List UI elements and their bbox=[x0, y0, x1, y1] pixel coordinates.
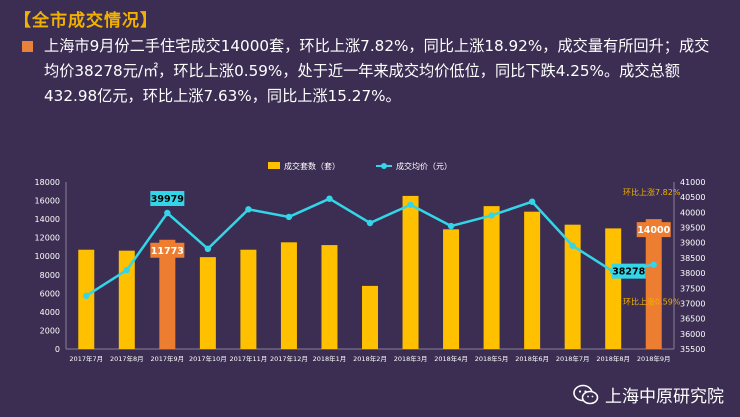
y-right-tick-label: 36000 bbox=[680, 330, 705, 339]
bar bbox=[524, 211, 541, 349]
y-right-tick-label: 37500 bbox=[680, 284, 705, 293]
x-tick-label: 2017年8月 bbox=[110, 354, 144, 363]
bar bbox=[645, 219, 662, 349]
bar bbox=[402, 195, 419, 349]
price-point bbox=[528, 198, 536, 205]
price-point bbox=[204, 245, 212, 252]
price-point bbox=[650, 261, 657, 268]
bar bbox=[280, 242, 297, 349]
price-point bbox=[245, 206, 252, 213]
data-label-text: 39979 bbox=[151, 194, 184, 205]
bar bbox=[362, 285, 378, 349]
x-tick-label: 2017年9月 bbox=[150, 354, 184, 363]
y-right-tick-label: 39000 bbox=[680, 239, 705, 248]
y-right-tick-label: 40000 bbox=[680, 208, 705, 217]
section-title: 【全市成交情况】 bbox=[14, 11, 158, 31]
price-point bbox=[488, 212, 495, 219]
legend-swatch-marker bbox=[381, 163, 387, 169]
data-label-badge bbox=[611, 263, 646, 279]
combo-chart: 0 2000 4000 6000 8000 10000 12000 14000 16000 180… bbox=[35, 161, 706, 363]
y-right-tick-label: 41000 bbox=[680, 178, 705, 187]
y-right-tick-label: 39500 bbox=[680, 224, 705, 233]
x-tick-label: 2017年10月 bbox=[189, 354, 227, 363]
footer-label: 上海中原研究院 bbox=[605, 387, 724, 407]
y-left-tick-label: 10000 bbox=[35, 252, 60, 261]
x-tick-label: 2018年4月 bbox=[434, 354, 468, 363]
price-point bbox=[447, 222, 455, 230]
data-label-badge bbox=[636, 222, 671, 238]
bar bbox=[199, 257, 216, 349]
data-label-text: 38278 bbox=[612, 267, 645, 278]
y-left-tick-label: 6000 bbox=[40, 289, 60, 298]
annotation-text: 环比上涨0.59% bbox=[623, 297, 681, 307]
y-right-tick-label: 37000 bbox=[680, 299, 705, 308]
bar bbox=[564, 224, 581, 349]
x-tick-label: 2018年8月 bbox=[596, 354, 630, 363]
price-point bbox=[123, 266, 130, 274]
x-tick-label: 2018年2月 bbox=[353, 354, 387, 363]
bar bbox=[483, 206, 500, 349]
footer-brand: 上海中原研究院 bbox=[573, 382, 724, 407]
x-tick-label: 2018年7月 bbox=[556, 354, 590, 363]
y-left-tick-label: 14000 bbox=[35, 215, 60, 224]
x-tick-label: 2018年1月 bbox=[313, 354, 347, 363]
bullet-square-icon bbox=[22, 41, 33, 52]
x-tick-label: 2018年5月 bbox=[475, 354, 509, 363]
price-point bbox=[366, 219, 374, 227]
y-right-tick-label: 38000 bbox=[680, 269, 705, 278]
bar bbox=[321, 245, 338, 349]
data-label-text: 14000 bbox=[637, 225, 670, 236]
bar bbox=[78, 249, 95, 349]
price-point bbox=[407, 201, 414, 208]
x-tick-label: 2018年9月 bbox=[637, 354, 671, 363]
y-left-tick-label: 18000 bbox=[35, 178, 60, 187]
y-right-tick-label: 38500 bbox=[680, 254, 705, 263]
y-left-tick-label: 0 bbox=[55, 345, 60, 354]
price-point bbox=[285, 213, 293, 221]
data-label-badge bbox=[150, 242, 185, 258]
bar bbox=[159, 239, 176, 349]
data-label-badge bbox=[150, 191, 185, 207]
price-point bbox=[326, 195, 333, 202]
y-right-tick-label: 36500 bbox=[680, 315, 705, 324]
x-tick-label: 2018年3月 bbox=[394, 354, 428, 363]
y-left-tick-label: 16000 bbox=[35, 197, 60, 206]
legend-label-line: 成交均价（元） bbox=[396, 161, 452, 171]
legend-label-bar: 成交套数（套） bbox=[284, 161, 340, 171]
annotation-text: 环比上涨7.82% bbox=[623, 187, 681, 197]
price-point bbox=[569, 242, 576, 249]
y-right-tick-label: 40500 bbox=[680, 193, 705, 202]
price-point bbox=[83, 292, 90, 300]
bar bbox=[605, 228, 622, 349]
y-right-tick-label: 35500 bbox=[680, 345, 705, 354]
x-tick-label: 2017年12月 bbox=[270, 354, 308, 363]
bar bbox=[118, 250, 135, 349]
legend-swatch-bar bbox=[268, 162, 280, 169]
bar bbox=[240, 249, 257, 349]
wechat-icon bbox=[573, 384, 599, 404]
y-left-tick-label: 8000 bbox=[40, 271, 60, 280]
bar bbox=[443, 229, 460, 349]
y-left-tick-label: 2000 bbox=[40, 326, 60, 335]
price-point bbox=[164, 209, 171, 217]
x-tick-label: 2017年7月 bbox=[69, 354, 103, 363]
summary-text: 上海市9月份二手住宅成交14000套，环比上涨7.82%，同比上涨18.92%，… bbox=[44, 37, 710, 105]
x-tick-label: 2018年6月 bbox=[515, 354, 549, 363]
y-left-tick-label: 12000 bbox=[35, 234, 60, 243]
summary-block: 上海市9月份二手住宅成交14000套，环比上涨7.82%，同比上涨18.92%，… bbox=[22, 34, 722, 109]
y-left-tick-label: 4000 bbox=[40, 308, 60, 317]
x-tick-label: 2017年11月 bbox=[229, 354, 267, 363]
data-label-text: 11773 bbox=[151, 246, 184, 257]
